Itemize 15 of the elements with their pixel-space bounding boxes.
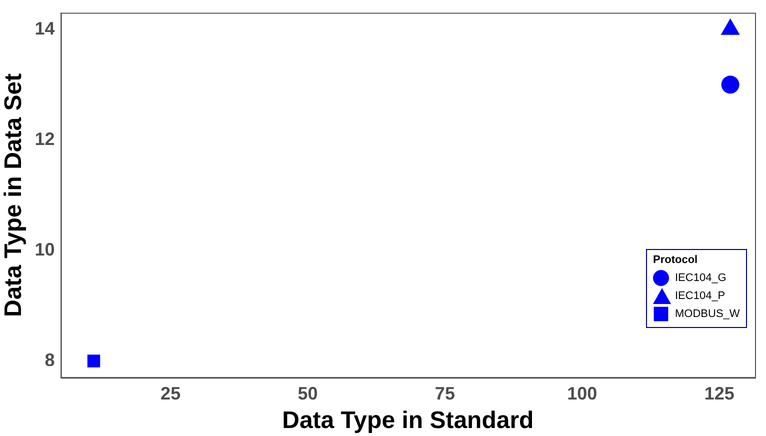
legend-label: MODBUS_W (675, 308, 740, 320)
x-tick-label: 25 (160, 383, 181, 404)
x-axis-title: Data Type in Standard (282, 407, 534, 434)
x-tick-label: 75 (434, 383, 455, 404)
x-tick-label: 125 (704, 383, 734, 404)
y-tick-label: 12 (34, 128, 55, 149)
y-axis-title: Data Type in Data Set (0, 73, 28, 318)
y-tick-label: 14 (34, 18, 55, 38)
x-tick-label: 100 (567, 383, 598, 404)
x-tick-label: 50 (298, 383, 318, 404)
legend-label: IEC104_G (675, 272, 726, 284)
y-tick-label: 10 (34, 239, 55, 260)
legend-label: IEC104_P (675, 290, 726, 302)
legend-title: Protocol (653, 254, 699, 266)
y-tick-label: 8 (44, 350, 55, 370)
